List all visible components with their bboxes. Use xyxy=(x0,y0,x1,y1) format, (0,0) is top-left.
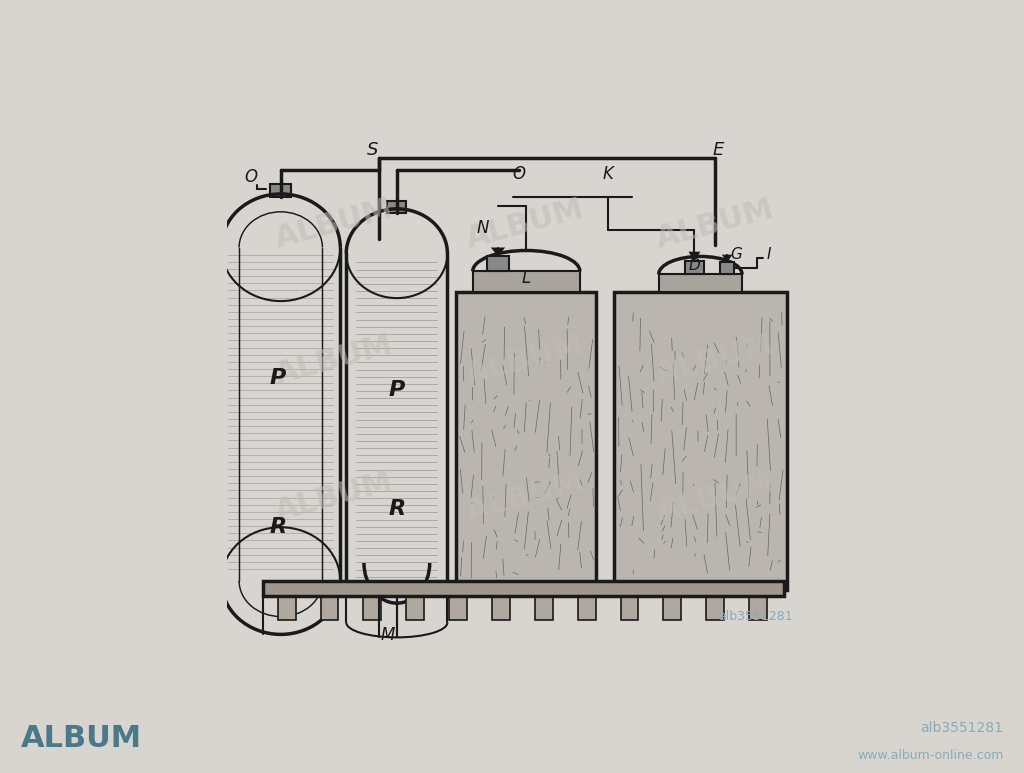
Text: P: P xyxy=(389,380,404,400)
Polygon shape xyxy=(722,254,732,262)
Text: alb3551281: alb3551281 xyxy=(921,720,1004,735)
Text: S: S xyxy=(368,141,379,159)
Text: ALBUM: ALBUM xyxy=(653,194,777,254)
Bar xyxy=(707,596,724,619)
Text: ALBUM: ALBUM xyxy=(20,724,141,753)
Bar xyxy=(685,261,703,274)
Bar xyxy=(535,596,553,619)
Text: ALBUM: ALBUM xyxy=(463,331,587,390)
Bar xyxy=(457,292,596,590)
Text: E: E xyxy=(713,141,724,159)
Text: ALBUM: ALBUM xyxy=(653,331,777,390)
Text: M: M xyxy=(381,626,395,645)
Text: ALBUM: ALBUM xyxy=(653,468,777,527)
Bar xyxy=(407,596,424,619)
Bar xyxy=(578,596,596,619)
Bar xyxy=(321,596,339,619)
Bar xyxy=(614,292,786,590)
Text: www.album-online.com: www.album-online.com xyxy=(857,749,1004,762)
Text: ALBUM: ALBUM xyxy=(272,331,396,390)
Bar xyxy=(664,596,681,619)
Bar xyxy=(750,596,767,619)
Text: N: N xyxy=(477,219,489,237)
Polygon shape xyxy=(688,252,700,261)
Bar xyxy=(263,581,783,596)
Bar xyxy=(270,184,292,197)
Bar xyxy=(720,262,734,274)
Text: R: R xyxy=(269,517,287,537)
Text: ALBUM: ALBUM xyxy=(463,194,587,254)
Text: R: R xyxy=(388,499,406,519)
Bar xyxy=(658,274,742,292)
Bar xyxy=(364,596,381,619)
Text: G: G xyxy=(730,247,742,262)
Bar xyxy=(278,596,296,619)
Text: D: D xyxy=(688,257,700,273)
Bar xyxy=(493,596,510,619)
Polygon shape xyxy=(490,247,505,257)
Bar xyxy=(387,201,407,213)
Text: P: P xyxy=(269,369,286,389)
Bar xyxy=(473,271,580,292)
Text: ALBUM: ALBUM xyxy=(463,468,587,527)
Text: ALBUM: ALBUM xyxy=(272,468,396,527)
Bar xyxy=(450,596,467,619)
Bar xyxy=(621,596,639,619)
Text: ALBUM: ALBUM xyxy=(272,194,396,254)
Text: O: O xyxy=(245,168,258,186)
Text: alb3551281: alb3551281 xyxy=(718,610,793,623)
Text: O: O xyxy=(512,165,525,183)
Text: K: K xyxy=(603,165,613,183)
Text: I: I xyxy=(767,247,771,262)
Bar xyxy=(487,257,509,271)
Text: L: L xyxy=(521,269,530,288)
